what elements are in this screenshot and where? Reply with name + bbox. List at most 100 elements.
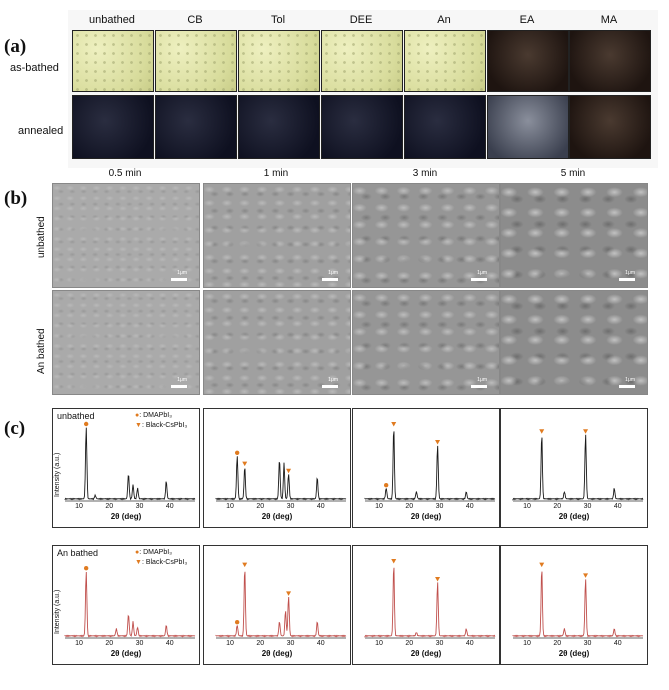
x-tick-label: 20 <box>256 503 265 510</box>
x-tick-label: 10 <box>523 503 531 510</box>
xrd-pattern-line <box>215 571 347 638</box>
column-header-ma: MA <box>600 14 618 26</box>
sample-as-bathed-ea <box>487 30 569 92</box>
time-label-3: 5 min <box>560 168 586 179</box>
x-tick-label: 10 <box>75 503 83 510</box>
x-tick-label: 40 <box>316 640 325 647</box>
cspbi3-peak-marker <box>539 429 545 434</box>
x-tick-label: 10 <box>375 640 383 647</box>
scale-bar-label: 1μm <box>625 270 635 276</box>
dmapbi3-peak-marker <box>383 483 389 488</box>
sample-annealed-an <box>404 95 486 159</box>
scale-bar-label: 1μm <box>177 377 187 383</box>
x-tick-label: 30 <box>435 640 444 647</box>
cspbi3-peak-marker <box>583 573 589 578</box>
sample-annealed-ea <box>487 95 569 159</box>
scale-bar <box>471 385 487 388</box>
x-tick-label: 30 <box>135 640 144 647</box>
xrd-row-label: An bathed <box>57 548 99 558</box>
legend-label: : DMAPbI₃ <box>139 412 173 419</box>
x-tick-label: 20 <box>105 503 114 510</box>
scale-bar-label: 1μm <box>328 377 338 383</box>
x-tick-label: 40 <box>165 503 174 510</box>
x-tick-label: 10 <box>226 640 234 647</box>
xrd-plot-svg <box>364 559 496 639</box>
scale-bar <box>619 385 635 388</box>
xrd-plot-svg <box>364 422 496 502</box>
panel-label-c: (c) <box>4 418 26 439</box>
sem-image-an-bathed-0: 1μm <box>52 290 200 395</box>
xrd-chart-1-2: 10 20 30 40 2θ (deg) <box>352 545 500 665</box>
x-tick-label: 10 <box>523 640 531 647</box>
xrd-plot-svg <box>215 450 347 502</box>
x-tick-label: 10 <box>375 503 383 510</box>
cspbi3-peak-marker <box>391 559 397 564</box>
sem-image-unbathed-1: 1μm <box>203 183 351 288</box>
x-tick-label: 20 <box>405 503 414 510</box>
x-axis-label: 2θ (deg) <box>110 512 142 521</box>
x-axis-label: 2θ (deg) <box>558 649 590 658</box>
xrd-plot-svg <box>64 421 196 502</box>
scale-bar <box>619 278 635 281</box>
xrd-pattern-line <box>64 571 196 638</box>
sample-as-bathed-tol <box>238 30 320 92</box>
scale-bar-label: 1μm <box>477 377 487 383</box>
scale-bar <box>171 385 187 388</box>
cspbi3-peak-marker <box>242 461 248 467</box>
x-axis-label: 2θ (deg) <box>558 512 590 521</box>
time-label-2: 3 min <box>412 168 438 179</box>
row-label-as-bathed: as-bathed <box>10 62 59 74</box>
scale-bar <box>471 278 487 281</box>
x-tick-label: 30 <box>583 503 592 510</box>
x-tick-label: 40 <box>165 640 174 647</box>
xrd-chart-1-1: 10 20 30 40 2θ (deg) <box>203 545 351 665</box>
legend-entry-dmapbi3: ●: DMAPbI₃ <box>135 412 172 419</box>
cspbi3-peak-marker <box>539 562 545 568</box>
legend-circle-icon: ● <box>135 549 140 556</box>
dmapbi3-peak-marker <box>234 620 240 625</box>
column-header-an: An <box>437 14 451 26</box>
xrd-chart-0-1: 10 20 30 40 2θ (deg) <box>203 408 351 528</box>
x-tick-label: 20 <box>256 640 265 647</box>
x-tick-label: 20 <box>553 640 562 647</box>
column-header-cb: CB <box>187 14 203 26</box>
legend-label: : DMAPbI₃ <box>139 549 173 556</box>
x-tick-label: 40 <box>613 640 622 647</box>
sem-image-an-bathed-1: 1μm <box>203 290 351 395</box>
sample-as-bathed-ma <box>569 30 651 92</box>
sem-image-an-bathed-3: 1μm <box>500 290 648 395</box>
xrd-chart-0-0: 10 20 30 40 2θ (deg) Intensity (a.u.) unbathed… <box>52 408 200 528</box>
xrd-row-label: unbathed <box>57 411 95 421</box>
cspbi3-peak-marker <box>286 468 292 474</box>
legend-triangle-icon: ▼ <box>135 559 142 566</box>
legend-entry-cspbi3: ▼: Black-CsPbI₃ <box>135 422 187 429</box>
sem-image-unbathed-3: 1μm <box>500 183 648 288</box>
sample-annealed-unbathed <box>72 95 154 159</box>
scale-bar-label: 1μm <box>477 270 487 276</box>
sample-annealed-tol <box>238 95 320 159</box>
scale-bar <box>322 278 338 281</box>
cspbi3-peak-marker <box>242 562 248 568</box>
y-axis-label: Intensity (a.u.) <box>54 589 61 634</box>
x-tick-label: 40 <box>465 503 474 510</box>
sample-as-bathed-unbathed <box>72 30 154 92</box>
cspbi3-peak-marker <box>286 591 292 596</box>
x-tick-label: 20 <box>553 503 562 510</box>
xrd-plot-svg <box>512 562 644 639</box>
dmapbi3-peak-marker <box>83 421 89 427</box>
sample-as-bathed-cb <box>155 30 237 92</box>
scale-bar-label: 1μm <box>177 270 187 276</box>
xrd-chart-0-2: 10 20 30 40 2θ (deg) <box>352 408 500 528</box>
xrd-pattern-line <box>364 567 496 638</box>
x-tick-label: 30 <box>135 503 144 510</box>
xrd-pattern-line <box>512 434 644 501</box>
x-axis-label: 2θ (deg) <box>261 512 293 521</box>
xrd-pattern-line <box>215 456 347 501</box>
time-label-0: 0.5 min <box>108 168 142 179</box>
column-header-dee: DEE <box>349 14 373 26</box>
sample-as-bathed-an <box>404 30 486 92</box>
column-header-tol: Tol <box>270 14 286 26</box>
time-label-1: 1 min <box>263 168 289 179</box>
scale-bar-label: 1μm <box>625 377 635 383</box>
scale-bar-label: 1μm <box>328 270 338 276</box>
